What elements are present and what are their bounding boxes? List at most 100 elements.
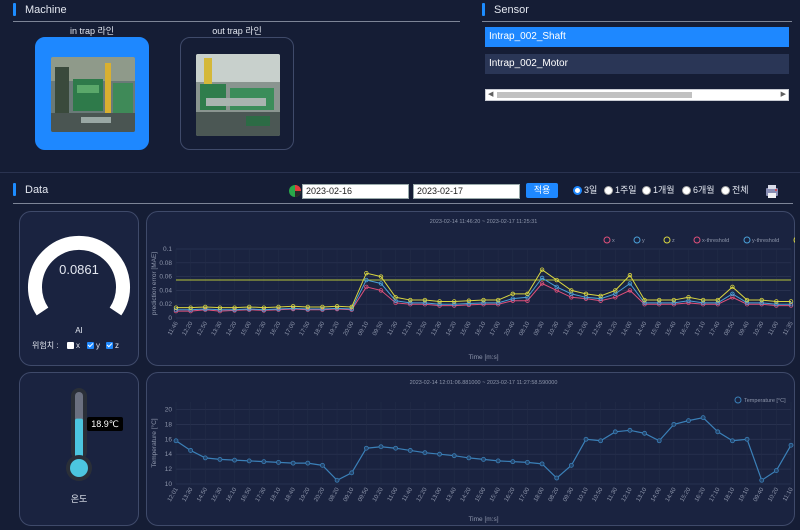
x-tick-label: 19:20: [328, 320, 341, 337]
y-tick-label: 0.1: [163, 246, 172, 253]
sensor-item-shaft[interactable]: Intrap_002_Shaft: [485, 27, 789, 47]
sensor-item-motor[interactable]: Intrap_002_Motor: [485, 54, 789, 74]
x-tick-label: 14:40: [665, 486, 678, 503]
thermometer-icon: [66, 388, 92, 481]
temperature-point: [261, 459, 267, 465]
x-tick-label: 16:20: [504, 486, 517, 503]
legend-marker: [793, 237, 795, 243]
export-icon[interactable]: [764, 183, 780, 199]
x-tick-label: 12:01: [167, 486, 180, 503]
in-trap-camera-image: [51, 57, 135, 132]
scroll-right-icon[interactable]: ▶: [780, 91, 786, 98]
x-tick-label: 11:40: [402, 486, 415, 502]
checkbox-x-box[interactable]: [67, 342, 74, 349]
data-point-y: [671, 300, 677, 306]
data-point-y: [627, 281, 633, 286]
data-point-z: [349, 304, 354, 310]
temperature-point: [334, 477, 340, 483]
x-tick-label: 09:50: [372, 320, 385, 337]
data-point-y: [481, 300, 486, 306]
legend-marker: [603, 236, 611, 244]
x-tick-label: 10:30: [753, 320, 766, 337]
y-axis-label: prediction error [MAE]: [151, 252, 158, 315]
legend-marker: [743, 236, 751, 244]
machine-divider: [13, 21, 460, 22]
start-date-input[interactable]: 2023-02-16: [302, 184, 409, 199]
x-tick-label: 13:00: [431, 486, 444, 503]
out-trap-camera-image: [196, 54, 280, 136]
cam-in-trap[interactable]: [35, 37, 149, 150]
checkbox-z-box[interactable]: [106, 342, 113, 349]
temperature-point: [407, 448, 413, 453]
apply-button[interactable]: 적용: [526, 183, 558, 198]
data-point-z: [539, 267, 545, 272]
temperature-chart: 2023-02-14 12:01:06.881000 ~ 2023-02-17 …: [150, 380, 795, 523]
data-divider: [13, 203, 793, 204]
temperature-point: [510, 459, 516, 465]
x-tick-label: 13:40: [445, 486, 458, 503]
range-radio-all[interactable]: 전체: [721, 184, 749, 196]
y-tick-label: 0.04: [159, 287, 172, 294]
x-tick-label: 15:00: [650, 320, 663, 337]
temperature-point: [481, 457, 486, 462]
temperature-point: [466, 455, 472, 461]
x-tick-label: 14:00: [650, 486, 663, 503]
x-tick-label: 20:00: [343, 320, 356, 337]
x-tick-label: 14:20: [460, 486, 473, 503]
chart-title: 2023-02-14 12:01:06.881000 ~ 2023-02-17 …: [410, 380, 558, 386]
data-point-z: [173, 305, 179, 310]
x-tick-label: 09:40: [753, 486, 766, 503]
temperature-chart-panel: [146, 372, 795, 526]
data-point-z: [569, 288, 574, 293]
scroll-left-icon[interactable]: ◀: [488, 91, 494, 98]
axis-checkbox-y[interactable]: y: [87, 341, 100, 351]
scroll-thumb[interactable]: [497, 92, 692, 98]
temperature-point: [671, 421, 677, 427]
data-point-y: [422, 300, 428, 306]
x-tick-label: 14:00: [621, 320, 634, 337]
data-point-y: [452, 301, 457, 307]
data-point-z: [422, 297, 428, 303]
data-point-y: [437, 301, 442, 307]
data-point-z: [217, 305, 223, 310]
temperature-point: [744, 436, 750, 442]
x-tick-label: 14:50: [196, 486, 209, 503]
x-tick-label: 13:20: [606, 320, 619, 337]
x-tick-label: 15:30: [255, 320, 268, 337]
temperature-point: [773, 468, 779, 473]
data-point-x: [539, 281, 545, 286]
x-tick-label: 18:10: [723, 486, 736, 503]
end-date-input[interactable]: 2023-02-17: [413, 184, 520, 199]
data-point-z: [408, 297, 413, 303]
data-point-y: [554, 284, 559, 290]
range-radio-1month[interactable]: 1개월: [642, 184, 675, 196]
x-tick-label: 08:20: [328, 486, 341, 503]
legend-marker: [693, 236, 701, 244]
temperature-point: [715, 429, 721, 435]
temperature-point: [437, 451, 442, 457]
y-tick-label: 12: [165, 466, 173, 473]
axis-checkbox-z[interactable]: z: [106, 341, 119, 351]
x-tick-label: 09:10: [357, 320, 370, 337]
temperature-point: [686, 418, 691, 424]
x-tick-label: 14:20: [226, 320, 239, 337]
prediction-chart-panel: [146, 211, 795, 366]
x-tick-label: 19:20: [299, 486, 312, 503]
temperature-point: [290, 460, 296, 466]
cam-out-trap[interactable]: [180, 37, 294, 150]
x-tick-label: 17:40: [709, 320, 722, 337]
temperature-point: [539, 461, 545, 467]
calendar-color-icon[interactable]: [288, 184, 302, 198]
sensor-list-scrollbar[interactable]: ◀ ▶: [485, 89, 789, 101]
checkbox-y-box[interactable]: [87, 342, 94, 349]
axis-checkbox-x[interactable]: x: [67, 341, 80, 351]
data-point-z: [642, 297, 647, 303]
data-point-z: [730, 284, 735, 290]
range-radio-6months[interactable]: 6개월: [682, 184, 715, 196]
machine-section-title: Machine: [13, 2, 67, 18]
data-point-z: [320, 304, 325, 310]
range-radio-3days[interactable]: 3일: [573, 184, 597, 196]
sensor-section-title: Sensor: [482, 2, 529, 18]
range-radio-1week[interactable]: 1주일: [604, 184, 637, 196]
data-point-z: [393, 295, 398, 300]
